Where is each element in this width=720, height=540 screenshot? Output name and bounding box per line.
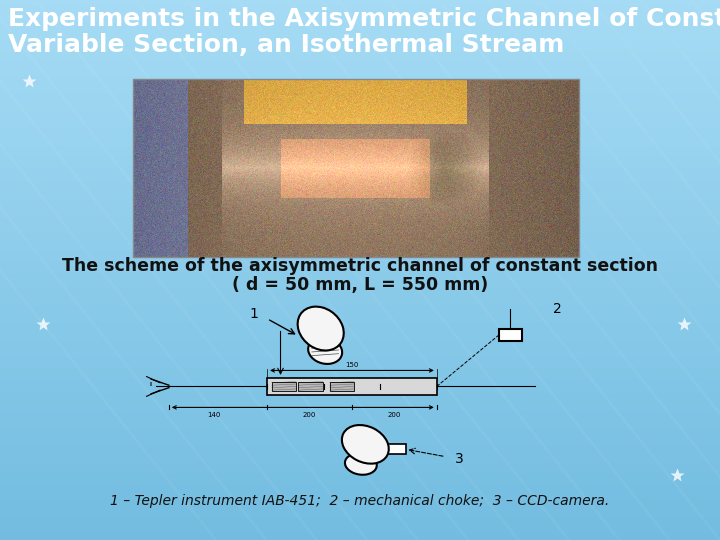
Bar [298,382,323,392]
Bar [499,328,521,341]
Text: 1 – Tepler instrument IAB-451;  2 – mechanical choke;  3 – CCD-camera.: 1 – Tepler instrument IAB-451; 2 – mecha… [110,494,610,508]
Bar [267,378,437,395]
Text: ( d = 50 mm, L = 550 mm): ( d = 50 mm, L = 550 mm) [232,276,488,294]
Text: 150: 150 [346,362,359,368]
Ellipse shape [345,454,377,475]
Bar [133,79,579,257]
Bar [383,444,405,454]
Text: 3: 3 [455,452,464,466]
Ellipse shape [342,425,389,464]
Text: 2: 2 [553,302,562,316]
Text: 200: 200 [303,413,316,418]
Text: 1: 1 [249,307,258,321]
Ellipse shape [308,338,342,364]
Text: II: II [150,382,153,387]
Text: The scheme of the axisymmetric channel of constant section: The scheme of the axisymmetric channel o… [62,257,658,275]
Text: Variable Section, an Isothermal Stream: Variable Section, an Isothermal Stream [8,33,564,57]
Text: Experiments in the Axisymmetric Channel of Constant and: Experiments in the Axisymmetric Channel … [8,7,720,31]
Bar [271,382,296,392]
Text: 140: 140 [207,413,220,418]
Ellipse shape [297,307,343,350]
Text: 200: 200 [387,413,401,418]
Bar [330,382,354,392]
